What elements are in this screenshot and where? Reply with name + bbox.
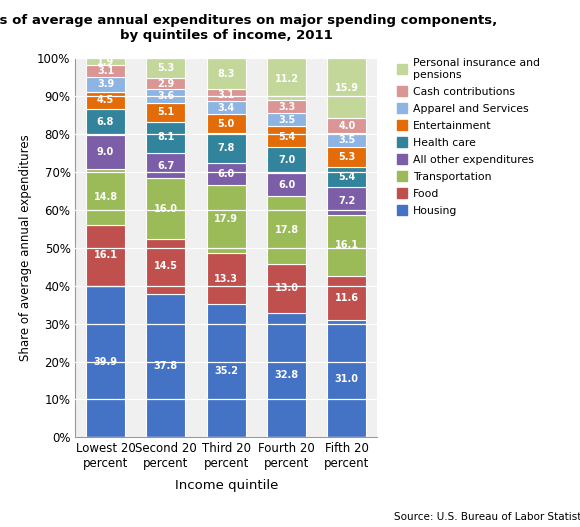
Bar <box>327 214 367 276</box>
Text: 5.0: 5.0 <box>218 119 235 129</box>
Text: 13.0: 13.0 <box>274 284 299 294</box>
Text: 16.0: 16.0 <box>154 203 178 213</box>
Text: 7.8: 7.8 <box>218 143 235 153</box>
Bar <box>327 276 367 320</box>
X-axis label: Income quintile: Income quintile <box>175 479 278 492</box>
Text: 31.0: 31.0 <box>335 374 359 384</box>
Bar <box>86 77 125 92</box>
Bar <box>267 313 306 437</box>
Bar <box>146 122 186 153</box>
Bar <box>206 133 246 163</box>
Text: 16.1: 16.1 <box>93 250 118 260</box>
Bar <box>206 304 246 437</box>
Bar <box>267 113 306 126</box>
Bar <box>327 320 367 437</box>
Text: 1.9: 1.9 <box>97 56 114 66</box>
Text: 3.5: 3.5 <box>278 115 295 124</box>
Text: 6.8: 6.8 <box>97 116 114 126</box>
Bar <box>267 101 306 113</box>
Bar <box>327 133 367 147</box>
Bar <box>206 90 246 101</box>
Bar <box>267 58 306 101</box>
Y-axis label: Share of average annual expenditures: Share of average annual expenditures <box>19 134 31 361</box>
Bar <box>206 114 246 133</box>
Bar <box>146 294 186 437</box>
Text: 11.6: 11.6 <box>335 293 359 303</box>
Bar <box>86 169 125 225</box>
Text: 11.2: 11.2 <box>274 74 299 84</box>
Text: 3.5: 3.5 <box>338 135 356 145</box>
Bar <box>267 147 306 173</box>
Text: 17.9: 17.9 <box>214 214 238 225</box>
Bar <box>86 109 125 134</box>
Bar <box>146 78 186 89</box>
Text: 39.9: 39.9 <box>93 357 118 367</box>
Legend: Personal insurance and
pensions, Cash contributions, Apparel and Services, Enter: Personal insurance and pensions, Cash co… <box>394 56 542 218</box>
Bar <box>327 58 367 118</box>
Text: 6.0: 6.0 <box>218 169 235 179</box>
Text: 3.1: 3.1 <box>218 90 235 100</box>
Bar <box>86 92 125 109</box>
Text: 4.0: 4.0 <box>338 121 356 131</box>
Bar <box>86 134 125 169</box>
Text: 3.1: 3.1 <box>97 66 114 76</box>
Text: 5.3: 5.3 <box>157 63 175 73</box>
Bar <box>267 264 306 313</box>
Bar <box>146 58 186 78</box>
Text: 9.0: 9.0 <box>97 147 114 157</box>
Bar <box>86 58 125 65</box>
Bar <box>206 253 246 304</box>
Text: 5.3: 5.3 <box>338 152 356 162</box>
Bar <box>206 186 246 253</box>
Text: 3.9: 3.9 <box>97 80 114 90</box>
Text: 5.4: 5.4 <box>278 132 295 142</box>
Bar <box>267 173 306 196</box>
Title: Shares of average annual expenditures on major spending components,
by quintiles: Shares of average annual expenditures on… <box>0 14 497 42</box>
Text: 2.9: 2.9 <box>157 79 175 89</box>
Bar <box>86 286 125 437</box>
Text: 13.3: 13.3 <box>214 274 238 284</box>
Text: 7.2: 7.2 <box>338 196 356 206</box>
Text: 4.5: 4.5 <box>97 95 114 105</box>
Text: 7.0: 7.0 <box>278 155 295 165</box>
Text: Source: U.S. Bureau of Labor Statistics: Source: U.S. Bureau of Labor Statistics <box>394 512 580 522</box>
Text: 35.2: 35.2 <box>214 366 238 376</box>
Bar <box>327 147 367 167</box>
Text: 6.7: 6.7 <box>157 161 175 171</box>
Text: 17.8: 17.8 <box>274 225 299 235</box>
Bar <box>146 89 186 103</box>
Bar <box>206 163 246 186</box>
Bar <box>206 101 246 114</box>
Text: 3.4: 3.4 <box>218 103 235 113</box>
Bar <box>327 118 367 133</box>
Text: 5.1: 5.1 <box>157 108 175 118</box>
Bar <box>146 178 186 239</box>
Text: 32.8: 32.8 <box>274 370 299 380</box>
Bar <box>146 103 186 122</box>
Text: 15.9: 15.9 <box>335 83 359 93</box>
Bar <box>206 58 246 90</box>
Bar <box>267 126 306 147</box>
Text: 6.0: 6.0 <box>278 180 295 190</box>
Bar <box>86 225 125 286</box>
Text: 3.3: 3.3 <box>278 102 295 112</box>
Bar <box>146 239 186 294</box>
Bar <box>327 188 367 214</box>
Bar <box>146 153 186 178</box>
Text: 16.1: 16.1 <box>335 240 359 250</box>
Text: 8.3: 8.3 <box>218 69 235 79</box>
Text: 14.8: 14.8 <box>93 192 118 202</box>
Text: 37.8: 37.8 <box>154 360 178 370</box>
Bar <box>267 196 306 264</box>
Text: 5.4: 5.4 <box>338 172 356 182</box>
Bar <box>327 167 367 188</box>
Text: 14.5: 14.5 <box>154 261 178 271</box>
Bar <box>86 65 125 77</box>
Text: 8.1: 8.1 <box>157 132 175 142</box>
Text: 3.6: 3.6 <box>157 91 175 101</box>
